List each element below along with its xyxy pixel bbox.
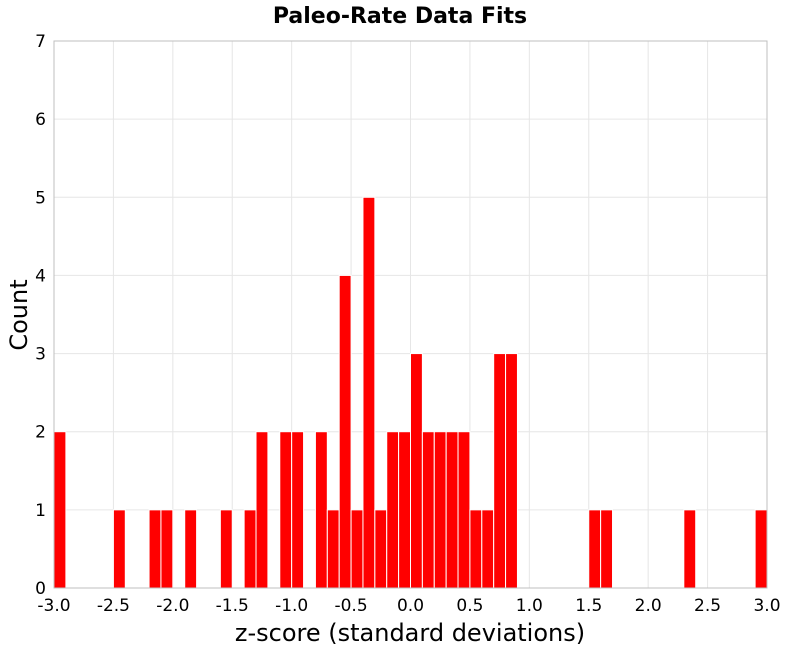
x-tick-label: 1.5 <box>575 596 602 616</box>
histogram-bar <box>421 431 435 589</box>
x-tick-label: 2.5 <box>694 596 721 616</box>
x-tick-label: 1.0 <box>516 596 543 616</box>
y-tick-label: 5 <box>35 188 46 208</box>
histogram-bar <box>291 431 305 589</box>
histogram-bar <box>362 196 376 589</box>
y-tick-label: 0 <box>35 579 46 599</box>
x-tick-label: -2.5 <box>97 596 130 616</box>
x-axis-ticks: -3.0 -2.5 -2.0 -1.5 -1.0 -0.5 0.0 0.5 1.0 1.5 2.0 2… <box>37 596 780 616</box>
histogram-bar <box>469 509 483 589</box>
histogram-bar <box>457 431 471 589</box>
histogram-bar <box>243 509 257 589</box>
histogram-bar <box>255 431 269 589</box>
histogram-bar <box>481 509 495 589</box>
histogram-bar <box>350 509 364 589</box>
y-tick-label: 1 <box>35 501 46 521</box>
y-tick-label: 4 <box>35 266 46 286</box>
histogram-bar <box>754 509 768 589</box>
histogram-bar <box>386 431 400 589</box>
y-tick-label: 6 <box>35 110 46 130</box>
x-tick-label: 2.0 <box>635 596 662 616</box>
histogram-bar <box>279 431 293 589</box>
histogram-bar <box>374 509 388 589</box>
y-tick-label: 3 <box>35 345 46 365</box>
histogram-bar <box>505 353 518 589</box>
histogram-bar <box>314 431 328 589</box>
histogram-bar <box>398 431 412 589</box>
histogram-bar <box>410 353 423 589</box>
y-tick-label: 7 <box>35 32 46 52</box>
histogram-bar <box>219 509 233 589</box>
plot-area-border <box>53 40 768 589</box>
y-axis-ticks: 0 1 2 3 4 5 6 7 <box>35 32 46 599</box>
x-tick-label: 0.5 <box>456 596 483 616</box>
x-tick-label: 3.0 <box>753 596 780 616</box>
x-tick-label: -1.5 <box>216 596 249 616</box>
histogram-bar <box>600 509 614 589</box>
histogram-bar <box>326 509 340 589</box>
x-tick-label: -3.0 <box>37 596 70 616</box>
histogram-bar <box>148 509 162 589</box>
x-tick-label: -0.5 <box>334 596 367 616</box>
histogram-bar <box>493 353 507 589</box>
chart-title: Paleo-Rate Data Fits <box>273 4 527 29</box>
y-tick-label: 2 <box>35 423 46 443</box>
histogram-bar <box>588 509 602 589</box>
histogram-bar <box>338 274 352 589</box>
x-tick-label: -2.0 <box>156 596 189 616</box>
x-axis-label: z-score (standard deviations) <box>235 619 585 647</box>
histogram-bar <box>160 509 174 589</box>
histogram-bar <box>683 509 697 589</box>
histogram-bar <box>53 431 67 589</box>
y-axis-label: Count <box>5 279 33 350</box>
histogram-bar <box>184 509 198 589</box>
histogram-bar <box>112 509 126 589</box>
x-tick-label: -1.0 <box>275 596 308 616</box>
histogram-bar <box>445 431 459 589</box>
histogram-bars <box>53 196 768 589</box>
histogram-bar <box>433 431 447 589</box>
x-tick-label: 0.0 <box>397 596 424 616</box>
